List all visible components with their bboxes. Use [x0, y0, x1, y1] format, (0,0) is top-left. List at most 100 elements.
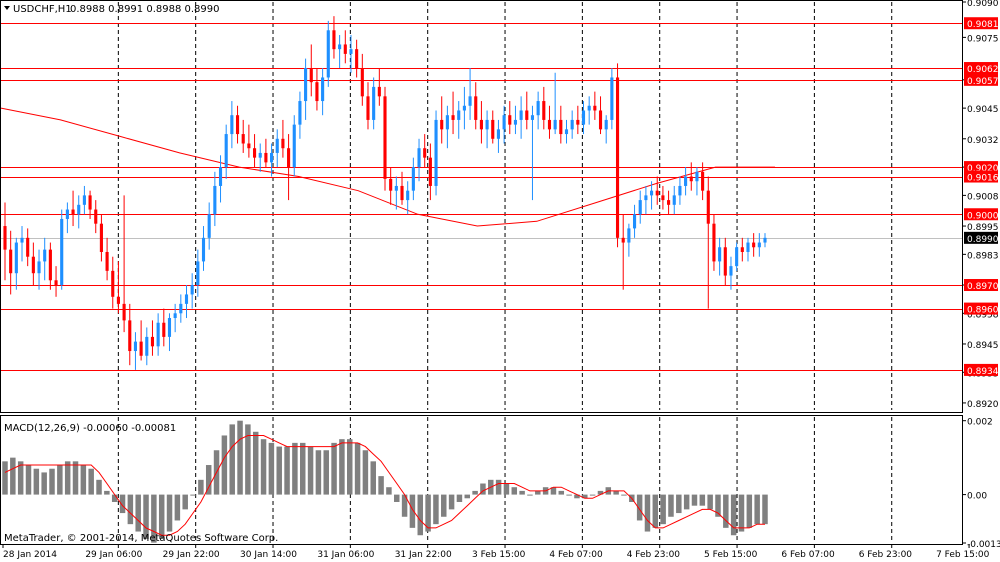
- macd-bar: [676, 494, 682, 514]
- candle-body: [474, 96, 478, 120]
- time-tick-label: 29 Jan 06:00: [85, 550, 142, 560]
- candle: [241, 119, 245, 153]
- macd-bar: [558, 490, 565, 495]
- level-label-text: 0.8934: [967, 367, 999, 377]
- candle-body: [672, 195, 676, 205]
- candle: [9, 230, 13, 295]
- candle-body: [116, 296, 120, 304]
- macd-bar: [174, 494, 181, 521]
- candle: [746, 237, 750, 262]
- macd-bar: [723, 494, 729, 528]
- candle: [627, 223, 631, 257]
- candle-body: [468, 96, 472, 106]
- candle-body: [349, 49, 353, 54]
- candle: [338, 35, 342, 69]
- macd-bar: [229, 424, 235, 495]
- macd-bar: [182, 494, 188, 510]
- candle: [304, 58, 308, 120]
- candle: [54, 266, 58, 297]
- candle: [150, 320, 155, 356]
- candle: [695, 167, 699, 196]
- candle-body: [632, 214, 637, 229]
- price-tick-label: 0.8920: [967, 400, 999, 410]
- macd-bar: [10, 457, 16, 495]
- macd-bar: [370, 461, 376, 495]
- macd-bar: [347, 439, 353, 495]
- candle-body: [593, 105, 597, 111]
- macd-bar: [527, 494, 533, 496]
- macd-bar: [519, 490, 525, 495]
- candle-body: [321, 77, 325, 102]
- candle: [718, 237, 722, 276]
- candle-body: [338, 44, 342, 50]
- candle: [281, 119, 285, 158]
- time-tick-label: 5 Feb 15:00: [704, 550, 758, 560]
- candle: [701, 162, 705, 201]
- candle-body: [332, 30, 336, 50]
- candle: [610, 68, 614, 130]
- macd-bar: [448, 494, 455, 510]
- macd-bar: [158, 494, 165, 539]
- macd-bar: [49, 468, 55, 495]
- macd-bar: [17, 461, 24, 495]
- candle: [587, 96, 591, 125]
- candle-body: [14, 242, 18, 274]
- candle-body: [587, 105, 591, 111]
- horizontal-levels: [1, 23, 962, 371]
- level-label-text: 0.9057: [967, 77, 999, 87]
- macd-bar: [464, 494, 471, 499]
- macd-bar: [636, 494, 643, 521]
- candle-body: [343, 44, 347, 54]
- macd-bar: [480, 483, 486, 495]
- price-tick-label: 0.9008: [967, 192, 999, 202]
- candle-body: [678, 185, 682, 196]
- candle-body: [689, 176, 693, 182]
- macd-bar: [252, 431, 259, 495]
- level-label-text: 0.9081: [967, 20, 999, 30]
- candle: [156, 313, 160, 356]
- macd-bar: [566, 494, 572, 496]
- candle: [389, 167, 393, 205]
- candle: [451, 91, 455, 135]
- candle-body: [77, 204, 81, 215]
- candle-body: [31, 256, 35, 274]
- time-tick-label: 6 Feb 07:00: [781, 550, 835, 560]
- candle: [309, 44, 313, 97]
- candle: [513, 105, 518, 135]
- candle-body: [128, 320, 132, 352]
- macd-bar: [276, 446, 282, 495]
- candle-body: [241, 134, 245, 144]
- candle-body: [37, 261, 41, 274]
- chevron-down-icon[interactable]: [4, 6, 10, 10]
- macd-bar: [417, 494, 423, 536]
- level-label-box: [964, 73, 998, 86]
- candle-body: [638, 200, 642, 215]
- time-tick-label: 4 Feb 07:00: [549, 550, 603, 560]
- macd-bar: [33, 468, 40, 495]
- candle-body: [706, 190, 710, 224]
- candle-body: [383, 96, 387, 179]
- candle: [315, 68, 319, 111]
- candle: [264, 138, 268, 168]
- candle: [423, 134, 427, 168]
- macd-bar: [691, 494, 698, 506]
- candle: [218, 155, 223, 203]
- macd-bar: [2, 461, 8, 495]
- candle-body: [530, 115, 535, 120]
- candle-body: [502, 115, 506, 130]
- current-price-text: 0.8990: [967, 235, 999, 245]
- macd-bar: [315, 450, 322, 495]
- macd-bar: [707, 494, 713, 510]
- candle: [60, 209, 64, 290]
- candle-body: [213, 185, 217, 215]
- candle-body: [326, 30, 330, 78]
- candle: [224, 124, 228, 179]
- macd-bar: [119, 494, 126, 514]
- candle-body: [423, 148, 427, 158]
- candle: [632, 204, 637, 238]
- macd-bar: [456, 494, 463, 502]
- price-tick-label: 0.8995: [967, 223, 999, 233]
- candle-body: [230, 115, 234, 135]
